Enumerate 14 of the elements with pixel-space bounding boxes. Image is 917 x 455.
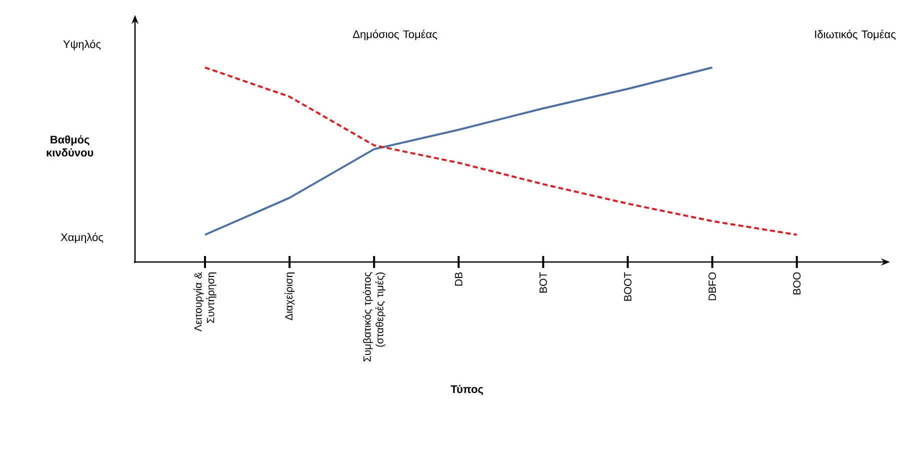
x-tick-label: BOO [793,272,801,294]
x-tick-label: Λειτουργία & Συντήρηση [194,272,216,332]
x-tick-label: BOOT [624,272,632,301]
text: Χαμηλός [60,232,104,244]
x-tick-label: DBFO [708,272,716,300]
text: Δημόσιος Τομέας [352,30,438,40]
text: Υψηλός [63,40,101,50]
y-axis-title: Βαθμός κινδύνου [46,135,94,157]
x-tick-label: DB [455,272,462,286]
text: Ιδιωτικός Τομέας [815,30,896,40]
x-tick-label: BOT [539,272,547,293]
x-tick-label: Διαχείριση [284,272,295,320]
x-axis-title: Τύπος [450,384,484,396]
x-tick-label: Συμβατικός τρόπος (σταθερές τιμές) [362,272,386,362]
